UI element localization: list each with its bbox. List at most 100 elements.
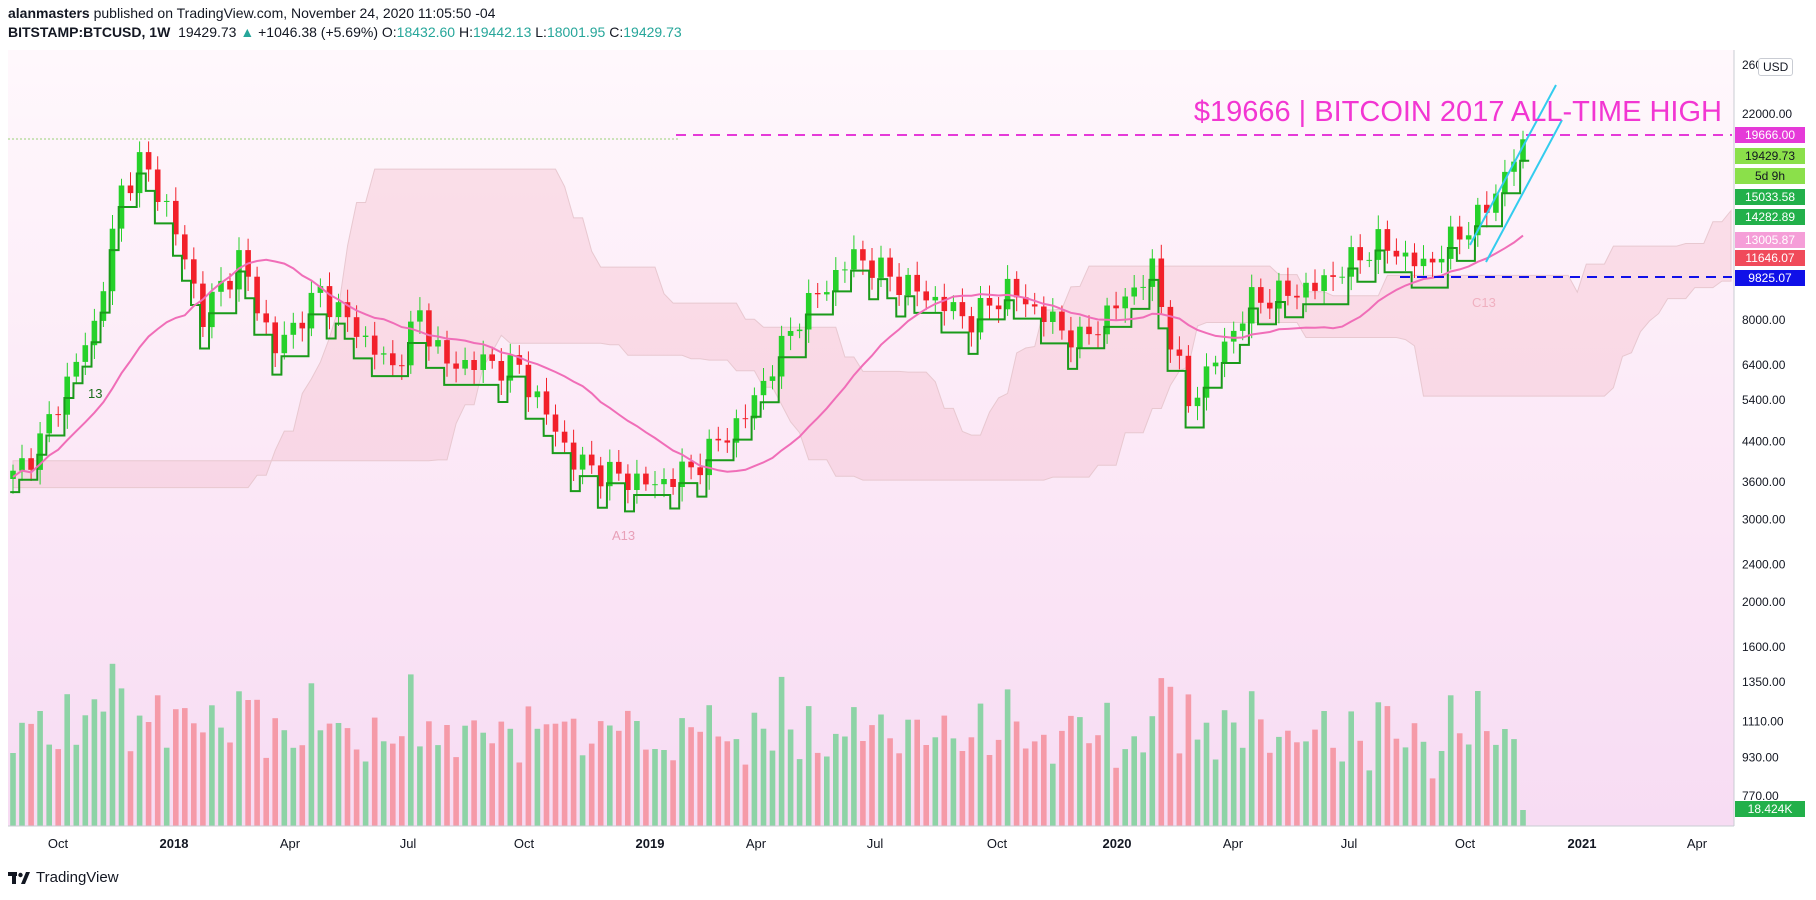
candle-body: [426, 310, 432, 347]
volume-bar: [1393, 738, 1400, 826]
volume-bar: [1258, 719, 1264, 826]
candle-body: [1068, 330, 1074, 348]
candle-body: [19, 458, 25, 471]
volume-bar: [652, 749, 658, 826]
volume-bar: [1131, 736, 1137, 826]
volume-bar: [371, 717, 378, 826]
candle-body: [1321, 275, 1327, 291]
tradingview-footer[interactable]: TradingView: [8, 869, 119, 886]
volume-bar: [950, 738, 957, 826]
tradingview-brand: TradingView: [36, 869, 119, 886]
candle-body: [688, 461, 694, 468]
volume-bar: [10, 753, 16, 826]
candle-body: [552, 414, 559, 432]
price-label-text: 19429.73: [1745, 149, 1795, 163]
volume-bar: [127, 751, 134, 826]
volume-bar: [1086, 743, 1092, 826]
volume-bar: [1077, 717, 1083, 826]
volume-bar: [851, 707, 857, 826]
candle-body: [968, 316, 975, 333]
volume-bar: [1104, 702, 1110, 826]
volume-bar: [145, 722, 152, 826]
candle-body: [1176, 349, 1183, 356]
price-label-box: [1735, 189, 1805, 205]
time-tick-label: Apr: [746, 836, 767, 851]
volume-bar: [923, 745, 929, 826]
price-label-text: 11646.07: [1745, 251, 1794, 265]
candle-body: [643, 473, 649, 485]
candle-body: [1285, 280, 1291, 296]
volume-bar: [742, 764, 749, 826]
currency-button[interactable]: USD: [1758, 58, 1794, 76]
volume-bar: [1366, 770, 1373, 826]
candle-body: [1339, 276, 1345, 278]
candle-body: [814, 293, 821, 295]
volume-bar: [37, 711, 43, 826]
price-tick-label: 22000.00: [1742, 107, 1792, 121]
candle-body: [1366, 259, 1373, 261]
volume-bar: [697, 731, 703, 826]
candle-body: [652, 484, 658, 486]
volume-bar: [534, 728, 541, 826]
high-label: H:: [458, 24, 473, 40]
volume-bar: [136, 715, 143, 826]
time-tick-label: Jul: [400, 836, 417, 851]
close-value: 19429.73: [623, 24, 682, 40]
symbol-name[interactable]: BITSTAMP:BTCUSD, 1W: [8, 24, 171, 40]
volume-bar: [417, 746, 423, 826]
candle-body: [869, 260, 875, 278]
volume-bar: [1176, 753, 1183, 826]
channel-lower-line: [1485, 119, 1563, 263]
candle-body: [932, 296, 939, 301]
time-tick-label: 2021: [1568, 836, 1597, 851]
candle-body: [796, 329, 803, 332]
volume-bar: [896, 753, 902, 826]
volume-bar: [552, 723, 559, 826]
candle-body: [597, 465, 604, 487]
volume-bar: [760, 728, 767, 826]
candle-body: [742, 418, 749, 420]
candle-body: [1393, 250, 1400, 257]
plot-background: [8, 50, 1734, 826]
volume-bar: [1402, 747, 1409, 826]
volume-bar: [1484, 731, 1490, 826]
candle-body: [1484, 204, 1490, 213]
candle-body: [769, 376, 776, 381]
open-value: 18432.60: [396, 24, 456, 40]
volume-bar: [344, 728, 351, 826]
volume-bar: [561, 721, 568, 826]
candle-body: [1312, 282, 1318, 291]
volume-bar: [1330, 747, 1336, 826]
candle-body: [1013, 278, 1020, 298]
volume-bar: [28, 723, 34, 826]
volume-bar: [498, 721, 505, 826]
candle-body: [263, 313, 269, 323]
candle-body: [1348, 247, 1354, 277]
symbol-line: BITSTAMP:BTCUSD, 1W 19429.73 ▲ +1046.38 …: [8, 23, 682, 42]
candle-body: [733, 418, 740, 443]
candle-body: [1248, 287, 1255, 324]
candle-body: [362, 335, 369, 337]
volume-bar: [1158, 678, 1165, 826]
price-label-text: 9825.07: [1748, 271, 1792, 285]
volume-bar: [833, 733, 839, 826]
volume-bar: [787, 729, 794, 826]
publisher-name[interactable]: alanmasters: [8, 5, 90, 21]
time-tick-label: 2018: [160, 836, 189, 851]
volume-bar: [887, 738, 893, 826]
volume-bar: [579, 755, 586, 826]
volume-bar: [1095, 735, 1101, 826]
candle-body: [507, 355, 514, 381]
candle-body: [10, 470, 16, 479]
candle-body: [1158, 258, 1165, 307]
price-label-text: 13005.87: [1745, 233, 1795, 247]
candle-body: [317, 286, 324, 293]
volume-bar: [1438, 751, 1445, 826]
price-label-box: [1735, 168, 1805, 184]
candle-body: [335, 302, 342, 318]
candle-body: [1276, 280, 1282, 309]
volume-bar: [1050, 763, 1056, 826]
candle-body: [1149, 258, 1156, 287]
volume-bar: [1429, 778, 1436, 826]
